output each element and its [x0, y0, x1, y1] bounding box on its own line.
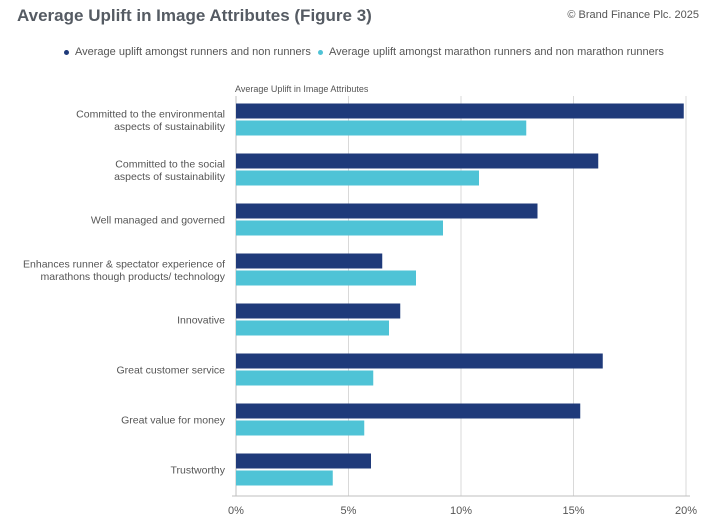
- bar-series-2: [236, 470, 333, 486]
- bar-series-2: [236, 320, 389, 336]
- x-tick-label: 15%: [562, 505, 584, 517]
- bar-series-2: [236, 120, 527, 136]
- copyright-notice: © Brand Finance Plc. 2025: [567, 9, 699, 21]
- legend-item-series-1: Average uplift amongst runners and non r…: [64, 46, 311, 58]
- legend-label-series-1: Average uplift amongst runners and non r…: [75, 46, 311, 58]
- bar-series-1: [236, 403, 581, 419]
- x-tick-label: 5%: [341, 505, 357, 517]
- bar-series-2: [236, 370, 374, 386]
- bar-series-2: [236, 270, 416, 286]
- chart-title: Average Uplift in Image Attributes (Figu…: [17, 6, 372, 25]
- category-label: Innovative: [177, 315, 225, 327]
- category-label: Committed to the environmental aspects of…: [76, 108, 226, 133]
- x-tick-label: 20%: [675, 505, 697, 517]
- category-label: Great customer service: [116, 365, 225, 377]
- bar-series-2: [236, 220, 443, 236]
- category-label: Enhances runner & spectator experience o…: [23, 258, 226, 283]
- legend: Average uplift amongst runners and non r…: [0, 46, 728, 62]
- x-tick-label: 10%: [450, 505, 472, 517]
- legend-item-series-2: Average uplift amongst marathon runners …: [318, 46, 664, 58]
- bar-series-1: [236, 303, 401, 319]
- bar-series-1: [236, 453, 371, 469]
- category-label: Great value for money: [121, 415, 226, 427]
- bar-series-2: [236, 420, 365, 436]
- plot-title: Average Uplift in Image Attributes: [235, 84, 369, 94]
- bar-series-2: [236, 170, 479, 186]
- bar-series-1: [236, 103, 684, 119]
- bar-series-1: [236, 203, 538, 219]
- x-tick-label: 0%: [228, 505, 244, 517]
- legend-label-series-2: Average uplift amongst marathon runners …: [329, 46, 664, 58]
- bar-series-1: [236, 353, 603, 369]
- category-label: Committed to the social aspects of sustai…: [114, 158, 226, 183]
- category-label: Trustworthy: [171, 465, 226, 477]
- category-label: Well managed and governed: [91, 215, 225, 227]
- legend-marker-series-1: [64, 49, 69, 55]
- legend-marker-series-2: [318, 49, 323, 55]
- bar-series-1: [236, 253, 383, 269]
- bar-series-1: [236, 153, 599, 169]
